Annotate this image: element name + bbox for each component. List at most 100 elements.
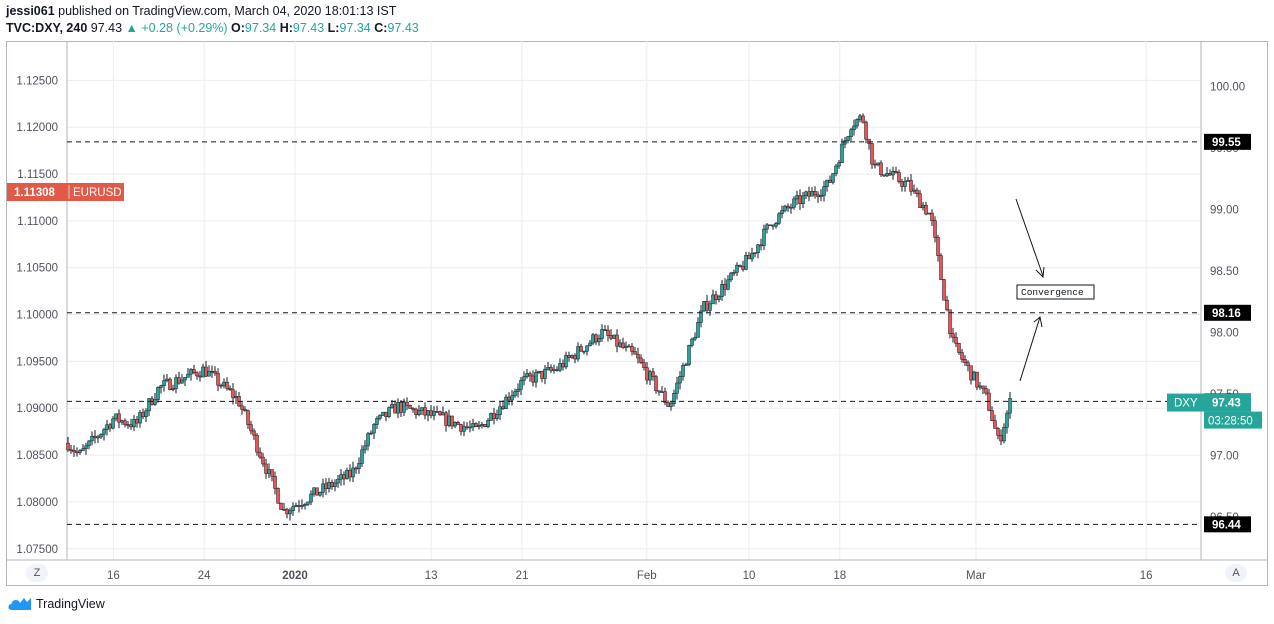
dxy-candle: [837, 162, 841, 167]
time-tick: Feb: [637, 570, 657, 582]
grid-lines: [67, 41, 1201, 560]
dxy-candle: [894, 171, 898, 173]
dxy-candle: [513, 391, 517, 397]
dxy-candle: [327, 481, 331, 489]
symbol-name[interactable]: TVC:DXY, 240: [6, 21, 88, 35]
dxy-candle: [813, 190, 817, 196]
right-tick: 100.00: [1210, 82, 1245, 94]
dxy-candle: [363, 445, 367, 451]
dxy-candle: [387, 407, 391, 417]
dxy-candle: [585, 345, 589, 352]
dxy-candle: [582, 350, 586, 353]
dxy-candle: [891, 171, 895, 176]
dxy-candle: [465, 426, 469, 428]
annotation-group[interactable]: Convergence: [1015, 198, 1095, 382]
dxy-last-value: 97.43: [1212, 398, 1241, 410]
dxy-candle: [453, 422, 457, 427]
dxy-candle: [231, 389, 235, 399]
dxy-candle: [708, 303, 712, 311]
dxy-candle: [384, 411, 388, 417]
dxy-candle: [69, 449, 73, 452]
dxy-candle: [660, 391, 664, 393]
dxy-candle: [588, 342, 592, 347]
dxy-candle: [408, 405, 412, 409]
dxy-candle: [336, 478, 340, 484]
dxy-candle: [624, 345, 628, 348]
dxy-candle: [960, 352, 964, 360]
dxy-candle: [87, 440, 91, 447]
dxy-candle: [561, 363, 565, 368]
dxy-candle: [321, 483, 325, 493]
dxy-candle: [861, 115, 865, 123]
dxy-candle: [858, 115, 862, 120]
tradingview-logo[interactable]: TradingView: [8, 597, 105, 611]
dxy-candle: [177, 377, 181, 384]
dxy-candle: [636, 353, 640, 359]
dxy-candle: [174, 377, 178, 389]
dxy-candle: [921, 204, 925, 209]
dxy-candle: [672, 393, 676, 404]
axes: [6, 41, 1268, 561]
dxy-candle: [426, 410, 430, 416]
dxy-candle: [207, 370, 211, 377]
dxy-candle: [786, 205, 790, 209]
dxy-candle: [897, 172, 901, 182]
dxy-candle: [288, 510, 292, 515]
dxy-candle: [210, 370, 214, 373]
dxy-candle: [246, 410, 250, 425]
dxy-candle: [411, 408, 415, 410]
dxy-candle: [186, 373, 190, 378]
dxy-candle: [717, 296, 721, 300]
chart-frame: [6, 41, 1268, 586]
left-tick: 1.10500: [16, 263, 58, 275]
dxy-candle: [816, 194, 820, 197]
level-tag-label: 99.55: [1212, 137, 1241, 149]
dxy-candle: [846, 136, 850, 141]
price-tags: 99.5598.1697.4496.441.11308EURUSDDXY97.4…: [7, 133, 1262, 533]
eurusd-last-value: 1.11308: [14, 187, 56, 199]
dxy-candle: [630, 346, 634, 352]
dxy-candle: [351, 467, 355, 478]
dxy-candle: [972, 371, 976, 381]
dxy-candle: [978, 385, 982, 388]
dxy-candle: [75, 451, 79, 454]
dxy-candle: [330, 481, 334, 487]
right-tick: 98.00: [1210, 327, 1239, 339]
dxy-candle: [1008, 398, 1012, 414]
dxy-candle: [756, 244, 760, 253]
dxy-candle: [273, 476, 277, 489]
dxy-candle: [906, 180, 910, 182]
dxy-candle: [651, 371, 655, 377]
open-label: O:: [231, 21, 245, 35]
dxy-candle: [783, 205, 787, 211]
dxy-candle: [522, 376, 526, 381]
dxy-candle: [951, 333, 955, 338]
dxy-candle: [576, 346, 580, 360]
dxy-candle: [366, 433, 370, 447]
time-tick: 18: [833, 570, 846, 582]
dxy-candle: [222, 381, 226, 387]
dxy-candle: [324, 483, 328, 489]
right-tick: 97.00: [1210, 450, 1239, 462]
dxy-candle: [126, 424, 130, 426]
dxy-candle: [828, 179, 832, 183]
author-name[interactable]: jessi061: [6, 4, 55, 18]
dxy-candle: [603, 329, 607, 331]
level-tag: [1204, 133, 1251, 150]
dxy-candle: [306, 501, 310, 505]
dxy-candle: [219, 384, 223, 387]
dxy-candle: [93, 435, 97, 438]
auto-scale-button[interactable]: A: [1225, 564, 1247, 582]
dxy-candle: [447, 415, 451, 426]
dxy-candle: [420, 407, 424, 411]
dxy-candle: [483, 424, 487, 428]
timezone-button[interactable]: Z: [26, 564, 48, 582]
right-tick: 99.00: [1210, 204, 1239, 216]
dxy-candle: [879, 162, 883, 176]
dxy-candle: [714, 294, 718, 300]
dxy-candle: [72, 450, 76, 453]
left-tick: 1.09000: [16, 403, 58, 415]
dxy-candle: [675, 382, 679, 394]
dxy-candle: [564, 355, 568, 368]
